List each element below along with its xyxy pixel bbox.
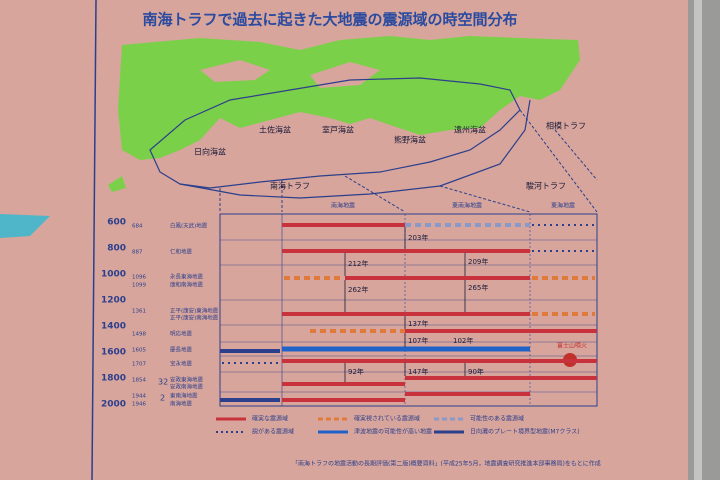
- legend-label: 可能性のある震源域: [470, 415, 524, 423]
- year-label: 1200: [101, 296, 126, 306]
- interval-label: 212年: [348, 259, 368, 268]
- event-name: 宝永地震: [170, 360, 193, 368]
- year-label: 2000: [101, 400, 126, 410]
- interval-label: 262年: [348, 285, 368, 294]
- interval-label: 203年: [408, 233, 428, 242]
- interval-label: 92年: [348, 367, 364, 376]
- interval-label: 147年: [408, 367, 428, 376]
- event-name: 仁和地震: [170, 248, 193, 256]
- map-label: 土佐海盆: [259, 125, 291, 135]
- event-year: 1099: [132, 283, 146, 289]
- gap-label: 32: [158, 378, 168, 387]
- year-label: 600: [107, 218, 126, 228]
- event-year: 1096: [132, 275, 146, 281]
- row-lines: [220, 239, 597, 393]
- event-year: 1707: [132, 362, 146, 368]
- event-name: 康和南海地震: [170, 281, 204, 289]
- legend-label: 確実な震源域: [252, 415, 288, 423]
- event-name: 永長東海地震: [170, 273, 204, 281]
- interval-label: 107年: [408, 336, 428, 345]
- island: [108, 176, 126, 192]
- map-label: 相模トラフ: [546, 121, 586, 131]
- timeline-frame: [219, 213, 598, 407]
- interval-label: 265年: [468, 283, 488, 292]
- event-year: 1944: [132, 394, 146, 400]
- map-guides: [219, 109, 598, 213]
- legend-label: 説がある震源域: [252, 428, 294, 436]
- map-label: 室戸海盆: [322, 125, 354, 135]
- pipe-highlight: [694, 0, 702, 480]
- interval-label: 90年: [468, 367, 484, 376]
- year-label: 1800: [101, 374, 126, 384]
- map-label: 駿河トラフ: [526, 181, 566, 191]
- sea: [310, 62, 380, 88]
- source: 「南海トラフの地震活動の長期評価(第二版)概要資料」(平成25年5月，地震調査研…: [292, 460, 601, 468]
- trough-outline: [149, 77, 521, 189]
- map-label: 日向海盆: [194, 147, 226, 157]
- sea: [200, 60, 270, 82]
- interval-label: 102年: [453, 336, 473, 345]
- column-header: 東南海地震: [452, 202, 482, 210]
- neighbor-panel: [0, 214, 50, 238]
- event-year: 1854: [132, 378, 146, 384]
- pipe: [688, 0, 720, 480]
- event-name: 東南海地震: [170, 392, 198, 400]
- map-label: 遠州海盆: [454, 125, 486, 135]
- event-name: 明応地震: [170, 330, 193, 338]
- map-label: 熊野海盆: [394, 135, 426, 145]
- title: 南海トラフで過去に起きた大地震の震源域の時空間分布: [142, 11, 517, 29]
- event-year: 1498: [132, 332, 146, 338]
- year-label: 1600: [101, 348, 126, 358]
- gap-label: 2: [160, 394, 165, 403]
- event-name: 安政南海地震: [170, 383, 204, 391]
- event-name: 正平(康安)南海地震: [170, 314, 219, 322]
- event-year: 1605: [132, 348, 146, 354]
- event-year: 684: [132, 224, 143, 230]
- frame-line: [91, 0, 97, 480]
- year-label: 800: [107, 244, 126, 254]
- column-header: 東海地震: [551, 202, 575, 210]
- event-name: 南海地震: [170, 400, 193, 408]
- map-label: 南海トラフ: [270, 181, 310, 191]
- event-name: 安政東海地震: [170, 376, 204, 384]
- nankai-trough: [179, 99, 531, 199]
- event-year: 887: [132, 250, 143, 256]
- legend-label: 津波地震の可能性が高い地震: [354, 428, 432, 436]
- legend-label: 確実視されている震源域: [354, 415, 420, 423]
- interval-label: 137年: [408, 319, 428, 328]
- fuji-label: 富士山噴火: [557, 342, 587, 350]
- interval-label: 209年: [468, 257, 488, 266]
- event-name: 白鳳(天武)地震: [170, 222, 208, 230]
- column-header: 南海地震: [331, 202, 355, 210]
- event-year: 1361: [132, 309, 146, 315]
- legend-label: 日向灘のプレート境界型地震(M7クラス): [470, 428, 580, 436]
- event-year: 1946: [132, 402, 146, 408]
- event-name: 慶長地震: [170, 346, 193, 354]
- year-label: 1400: [101, 322, 126, 332]
- event-name: 正平(康安)東海地震: [170, 307, 219, 315]
- year-label: 1000: [101, 270, 126, 280]
